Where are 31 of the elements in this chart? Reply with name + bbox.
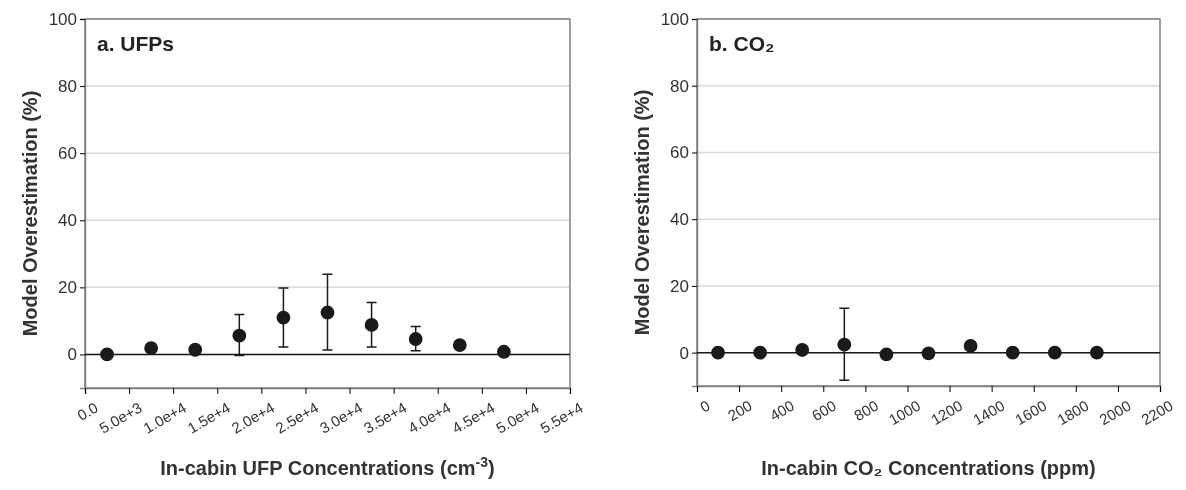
x-tick-label: 1000 [885,396,924,429]
y-axis-title: Model Overestimation (%) [19,90,41,337]
text: a. UFPs [97,32,175,55]
y-tick-label: 80 [58,77,77,97]
x-tick-label: 1200 [927,396,966,429]
x-tick-label: 400 [766,396,797,424]
y-tick-label: 0 [679,343,689,363]
y-axis-title: Model Overestimation (%) [631,89,653,336]
x-tick-label: 1800 [1054,396,1092,429]
y-tick-label: 80 [670,76,689,96]
x-tick-label: 0.0 [74,398,101,424]
y-tick-label: 20 [670,276,689,296]
y-tick-label: 20 [58,278,77,298]
y-tick-label: 40 [58,211,77,231]
x-tick-label: 1400 [969,396,1008,429]
y-tick-label: 60 [58,144,77,164]
y-tick-label: 60 [670,143,689,163]
x-axis-title: In-cabin UFP Concentrations (cm$^{-3}$) [160,454,495,479]
x-tick-label: 200 [724,396,755,424]
x-tick-label: 800 [850,396,882,424]
x-tick-label: 1600 [1012,396,1050,429]
y-tick-label: 100 [48,9,77,29]
x-tick-label: 2000 [1096,396,1134,429]
y-tick-label: 40 [670,210,689,230]
y-tick-label: 0 [67,345,77,365]
x-tick-label: 600 [808,396,840,424]
x-tick-label: 2200 [1138,396,1176,429]
x-tick-label: 0 [697,396,713,416]
x-axis-title: In-cabin CO₂ Concentrations (ppm) [761,457,1096,479]
text: b. CO₂ [709,32,775,55]
y-tick-label: 100 [660,9,689,29]
